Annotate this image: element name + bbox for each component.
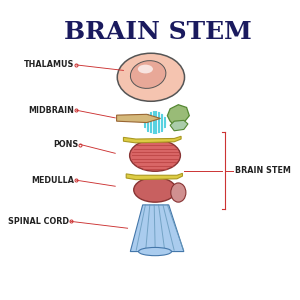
- Text: BRAIN STEM: BRAIN STEM: [235, 166, 290, 175]
- Polygon shape: [123, 136, 181, 143]
- Ellipse shape: [138, 64, 153, 74]
- Polygon shape: [167, 105, 189, 124]
- Ellipse shape: [143, 111, 167, 134]
- Ellipse shape: [134, 177, 176, 202]
- Ellipse shape: [130, 61, 166, 88]
- Polygon shape: [126, 173, 182, 180]
- Text: MIDBRAIN: MIDBRAIN: [28, 106, 74, 115]
- Polygon shape: [117, 114, 160, 123]
- Text: SPINAL CORD: SPINAL CORD: [8, 217, 69, 226]
- Polygon shape: [130, 205, 184, 252]
- Ellipse shape: [171, 183, 186, 202]
- Text: MEDULLA: MEDULLA: [31, 176, 74, 185]
- Polygon shape: [170, 120, 188, 131]
- Text: BRAIN STEM: BRAIN STEM: [64, 20, 252, 44]
- Text: THALAMUS: THALAMUS: [24, 60, 74, 69]
- Ellipse shape: [130, 140, 180, 171]
- Text: PONS: PONS: [53, 140, 78, 149]
- Ellipse shape: [139, 248, 172, 256]
- Ellipse shape: [117, 53, 184, 101]
